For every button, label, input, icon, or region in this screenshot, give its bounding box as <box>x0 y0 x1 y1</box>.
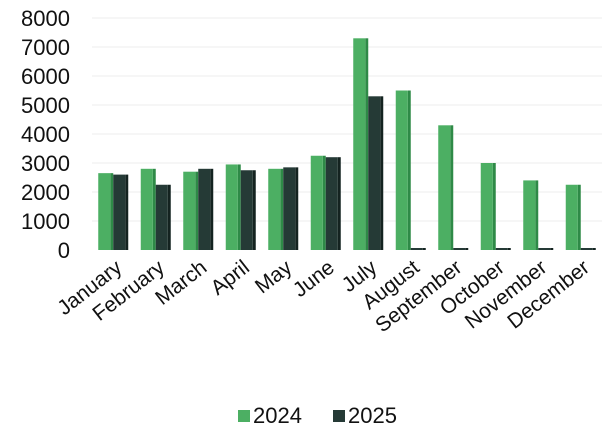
bars <box>98 38 596 250</box>
bar-2024 <box>140 168 156 250</box>
bar-2024 <box>523 180 539 250</box>
y-tick-label: 7000 <box>21 35 70 60</box>
legend-label: 2025 <box>348 403 397 428</box>
legend-swatch <box>333 410 345 422</box>
bar-2025 <box>198 168 214 250</box>
bar-2024 <box>438 125 454 250</box>
bar-2024 <box>480 163 496 250</box>
y-tick-label: 6000 <box>21 64 70 89</box>
bar-2025 <box>410 248 426 250</box>
bar-2025 <box>580 248 596 250</box>
y-tick-label: 1000 <box>21 209 70 234</box>
bar-2024 <box>565 184 581 250</box>
bar-2025 <box>113 174 129 250</box>
y-tick-label: 8000 <box>21 6 70 31</box>
x-category-label: June <box>289 256 339 302</box>
bar-2024 <box>183 171 199 250</box>
x-axis-category-labels: JanuaryFebruaryMarchAprilMayJuneJulyAugu… <box>53 256 594 338</box>
bar-2025 <box>368 96 384 250</box>
bar-2025 <box>240 170 256 250</box>
legend-swatch <box>238 410 250 422</box>
bar-2024 <box>225 164 241 250</box>
bar-2024 <box>395 90 411 250</box>
y-tick-label: 5000 <box>21 93 70 118</box>
y-tick-label: 0 <box>58 238 70 263</box>
x-category-label: May <box>251 256 297 299</box>
y-tick-label: 3000 <box>21 151 70 176</box>
bar-2025 <box>325 157 341 250</box>
legend-label: 2024 <box>253 403 302 428</box>
x-category-label: April <box>207 256 254 300</box>
bar-2024 <box>310 155 326 250</box>
bar-2024 <box>98 173 114 250</box>
bar-2025 <box>538 248 554 250</box>
bar-2025 <box>495 248 511 250</box>
bar-2025 <box>283 167 299 250</box>
bar-2024 <box>353 38 369 250</box>
bar-2025 <box>453 248 469 250</box>
bar-2024 <box>268 168 284 250</box>
gridlines <box>92 17 602 222</box>
y-tick-label: 2000 <box>21 180 70 205</box>
bar-2025 <box>155 184 171 250</box>
y-tick-label: 4000 <box>21 122 70 147</box>
y-axis-tick-labels: 0 1000 2000 3000 4000 5000 6000 7000 8000 <box>21 6 70 263</box>
legend: 2024 2025 <box>238 403 397 428</box>
